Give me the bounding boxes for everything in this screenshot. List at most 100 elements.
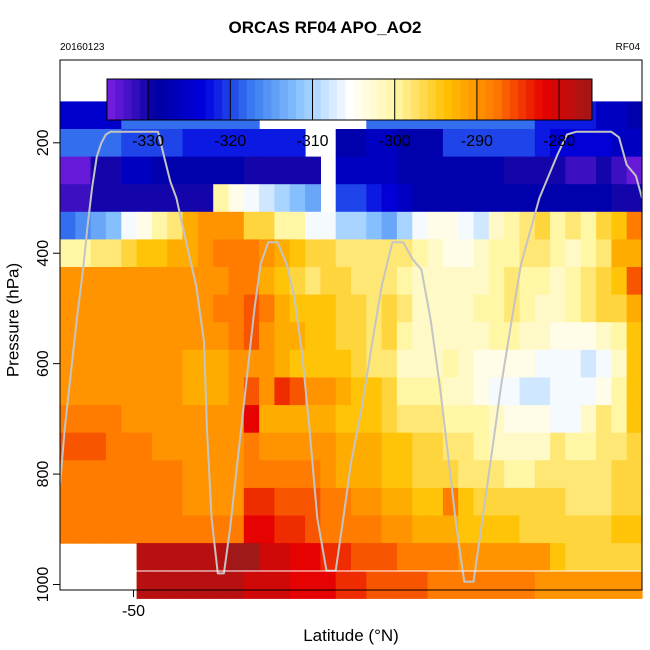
colorbar-slice — [411, 79, 420, 120]
heatmap-cell — [473, 570, 490, 599]
heatmap-cell — [167, 239, 184, 268]
heatmap-cell — [596, 267, 612, 296]
heatmap-cell — [381, 515, 398, 544]
heatmap-cell — [534, 129, 551, 158]
heatmap-cell — [534, 211, 551, 240]
heatmap-cell — [243, 156, 260, 185]
heatmap-cell — [442, 377, 459, 406]
heatmap-cell — [335, 405, 352, 434]
axes: 200 400 600 800 1000 -50 Latitude (°N) Pressure… — [3, 129, 398, 645]
heatmap-cell — [274, 543, 291, 572]
colorbar: -330 -320 -310 -300 -290 -280 — [106, 78, 593, 150]
heatmap-cell — [228, 543, 245, 572]
y-tick-label: 400 — [35, 240, 52, 267]
heatmap-cell — [626, 377, 643, 406]
heatmap-cell — [534, 377, 551, 406]
heatmap-cell — [167, 184, 184, 213]
colorbar-slice — [370, 79, 379, 120]
heatmap-cell — [351, 211, 367, 240]
heatmap-cell — [396, 184, 413, 213]
heatmap-cell — [335, 129, 352, 158]
heatmap-cell — [488, 460, 505, 489]
heatmap-cell — [167, 543, 184, 572]
heatmap-cell — [151, 294, 168, 323]
heatmap-cell — [488, 184, 505, 213]
colorbar-slice — [534, 79, 544, 120]
heatmap-cell — [473, 322, 490, 351]
heatmap-cell — [534, 432, 551, 461]
heatmap-cell — [396, 377, 413, 406]
heatmap-cell — [121, 184, 138, 213]
heatmap-cell — [412, 543, 429, 572]
heatmap-cell — [351, 156, 367, 185]
heatmap-cell — [519, 570, 536, 599]
heatmap-cell — [366, 211, 383, 240]
heatmap-cell — [182, 487, 199, 517]
heatmap-cell — [412, 129, 429, 158]
heatmap-cell — [504, 211, 521, 240]
heatmap-cell — [289, 156, 306, 185]
heatmap-cell — [488, 211, 505, 240]
heatmap-cell — [167, 156, 184, 185]
heatmap-cell — [381, 322, 398, 351]
heatmap-cell — [243, 129, 260, 158]
heatmap-cell — [351, 487, 367, 517]
heatmap-cell — [580, 294, 597, 323]
heatmap-cell — [228, 487, 245, 517]
heatmap-cell — [427, 239, 444, 268]
heatmap-cell — [519, 460, 536, 489]
heatmap-cell — [488, 267, 505, 296]
colorbar-slice — [526, 79, 535, 120]
heatmap-cell — [427, 322, 444, 351]
heatmap-cell — [243, 184, 260, 213]
heatmap-cell — [366, 543, 383, 572]
heatmap-cell — [228, 211, 245, 240]
heatmap-cell — [473, 156, 490, 185]
heatmap-cell — [550, 377, 566, 406]
y-tick-label: 800 — [35, 461, 52, 488]
heatmap-cell — [580, 239, 597, 268]
heatmap-cell — [305, 211, 321, 240]
heatmap-cell — [320, 322, 337, 351]
heatmap-cell — [228, 349, 245, 378]
heatmap-cell — [442, 487, 459, 517]
heatmap-cell — [182, 349, 199, 378]
heatmap-cell — [473, 405, 490, 434]
heatmap-cell — [596, 184, 612, 213]
heatmap-cell — [396, 487, 413, 517]
heatmap-cell — [213, 349, 230, 378]
colorbar-slice — [337, 79, 346, 120]
heatmap-cell — [351, 267, 367, 296]
heatmap-cell — [75, 101, 92, 130]
heatmap-cell — [136, 405, 153, 434]
heatmap-cell — [90, 377, 107, 406]
heatmap-cell — [243, 487, 260, 517]
heatmap-cell — [60, 101, 76, 130]
heatmap-cell — [473, 294, 490, 323]
flight-track — [59, 130, 643, 583]
heatmap-cell — [259, 267, 275, 296]
heatmap-cell — [136, 570, 153, 599]
heatmap-cell — [228, 377, 245, 406]
heatmap-cell — [243, 349, 260, 378]
heatmap-cell — [427, 405, 444, 434]
heatmap-cell — [396, 239, 413, 268]
heatmap-cell — [305, 267, 321, 296]
heatmap-cell — [259, 211, 275, 240]
heatmap-cell — [243, 432, 260, 461]
heatmap-cell — [289, 543, 306, 572]
heatmap-cell — [60, 294, 76, 323]
heatmap-cell — [611, 184, 628, 213]
heatmap-cell — [335, 570, 352, 599]
heatmap-cell — [274, 322, 291, 351]
heatmap-cell — [105, 156, 122, 185]
heatmap-cell — [596, 129, 612, 158]
heatmap-cell — [136, 294, 153, 323]
heatmap-cell — [458, 487, 475, 517]
heatmap-cell — [75, 349, 92, 378]
colorbar-slice — [172, 79, 182, 120]
heatmap-cell — [121, 487, 138, 517]
heatmap-cell — [412, 570, 429, 599]
heatmap-cell — [197, 267, 214, 296]
heatmap-cell — [274, 432, 291, 461]
